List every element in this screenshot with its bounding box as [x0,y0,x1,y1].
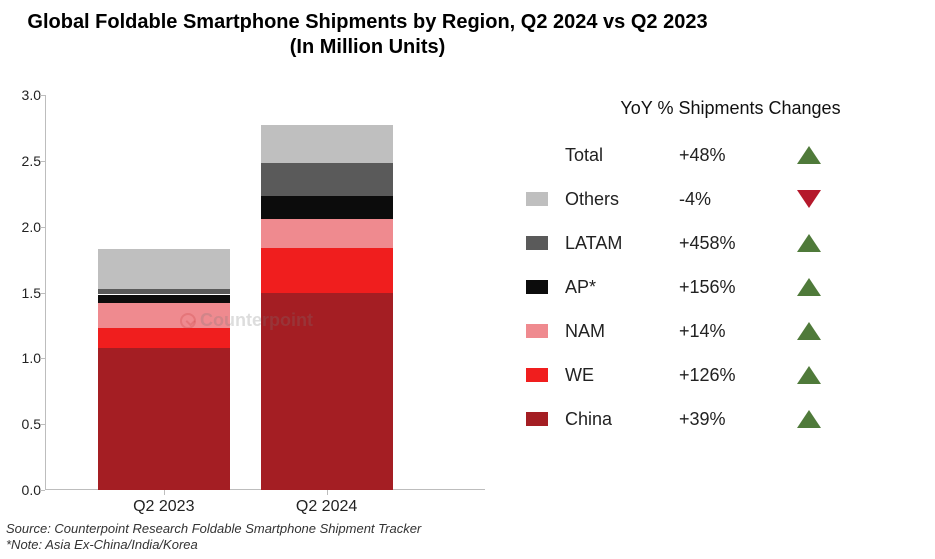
y-tick-label: 2.5 [7,153,41,169]
x-tick-label: Q2 2023 [98,498,230,516]
y-tick-mark [40,490,45,491]
y-tick-mark [40,161,45,162]
segment-others [98,249,230,289]
segment-ap [261,196,393,218]
yoy-row: Total+48% [515,133,920,177]
legend-swatch [526,236,548,250]
pct-change: +14% [679,321,789,342]
yoy-rows: Total+48%Others-4%LATAM+458%AP*+156%NAM+… [515,133,920,441]
arrow-cell [789,322,829,340]
pct-change: +126% [679,365,789,386]
arrow-up-icon [797,146,821,164]
legend-swatch [526,324,548,338]
segment-ap [98,295,230,304]
y-tick-mark [40,293,45,294]
arrow-cell [789,190,829,208]
region-label: NAM [559,321,679,342]
arrow-cell [789,234,829,252]
region-label: Total [559,145,679,166]
legend-swatch [526,280,548,294]
pct-change: +39% [679,409,789,430]
chart-title: Global Foldable Smartphone Shipments by … [0,10,735,60]
legend-swatch [526,192,548,206]
stacked-bar-chart: 0.00.51.01.52.02.53.0Q2 2023Q2 2024 [45,95,485,490]
title-line1: Global Foldable Smartphone Shipments by … [27,11,707,33]
swatch-cell [515,192,559,206]
legend-swatch [526,368,548,382]
yoy-row: Others-4% [515,177,920,221]
x-tick-label: Q2 2024 [261,498,393,516]
y-tick-label: 3.0 [7,87,41,103]
segment-we [98,328,230,348]
segment-latam [98,289,230,295]
arrow-cell [789,278,829,296]
region-label: AP* [559,277,679,298]
swatch-cell [515,412,559,426]
plot-area: 0.00.51.01.52.02.53.0Q2 2023Q2 2024 [45,95,485,490]
title-line2: (In Million Units) [0,35,735,60]
region-label: LATAM [559,233,679,254]
swatch-cell [515,280,559,294]
segment-others [261,125,393,163]
segment-we [261,248,393,293]
y-tick-label: 1.0 [7,350,41,366]
y-axis [45,95,46,490]
segment-china [98,348,230,490]
pct-change: +48% [679,145,789,166]
segment-nam [261,219,393,248]
segment-nam [98,303,230,328]
swatch-cell [515,368,559,382]
pct-change: +458% [679,233,789,254]
arrow-cell [789,410,829,428]
arrow-cell [789,366,829,384]
page: Global Foldable Smartphone Shipments by … [0,0,935,559]
yoy-row: AP*+156% [515,265,920,309]
footer-note: *Note: Asia Ex-China/India/Korea [6,537,421,553]
y-tick-label: 0.0 [7,482,41,498]
arrow-up-icon [797,410,821,428]
y-tick-mark [40,424,45,425]
arrow-up-icon [797,278,821,296]
y-tick-label: 1.5 [7,285,41,301]
region-label: China [559,409,679,430]
x-tick-mark [164,490,165,495]
segment-china [261,293,393,491]
yoy-row: China+39% [515,397,920,441]
yoy-panel: YoY % Shipments Changes Total+48%Others-… [515,98,920,441]
yoy-row: LATAM+458% [515,221,920,265]
footer: Source: Counterpoint Research Foldable S… [6,521,421,554]
legend-swatch [526,412,548,426]
yoy-row: WE+126% [515,353,920,397]
yoy-header: YoY % Shipments Changes [515,98,920,119]
y-tick-label: 0.5 [7,416,41,432]
arrow-cell [789,146,829,164]
y-tick-mark [40,227,45,228]
swatch-cell [515,236,559,250]
arrow-up-icon [797,322,821,340]
yoy-row: NAM+14% [515,309,920,353]
swatch-cell [515,324,559,338]
arrow-up-icon [797,234,821,252]
region-label: WE [559,365,679,386]
arrow-up-icon [797,366,821,384]
segment-latam [261,163,393,196]
arrow-down-icon [797,190,821,208]
y-tick-label: 2.0 [7,219,41,235]
pct-change: +156% [679,277,789,298]
x-tick-mark [327,490,328,495]
footer-source: Source: Counterpoint Research Foldable S… [6,521,421,536]
y-tick-mark [40,95,45,96]
pct-change: -4% [679,189,789,210]
region-label: Others [559,189,679,210]
y-tick-mark [40,358,45,359]
